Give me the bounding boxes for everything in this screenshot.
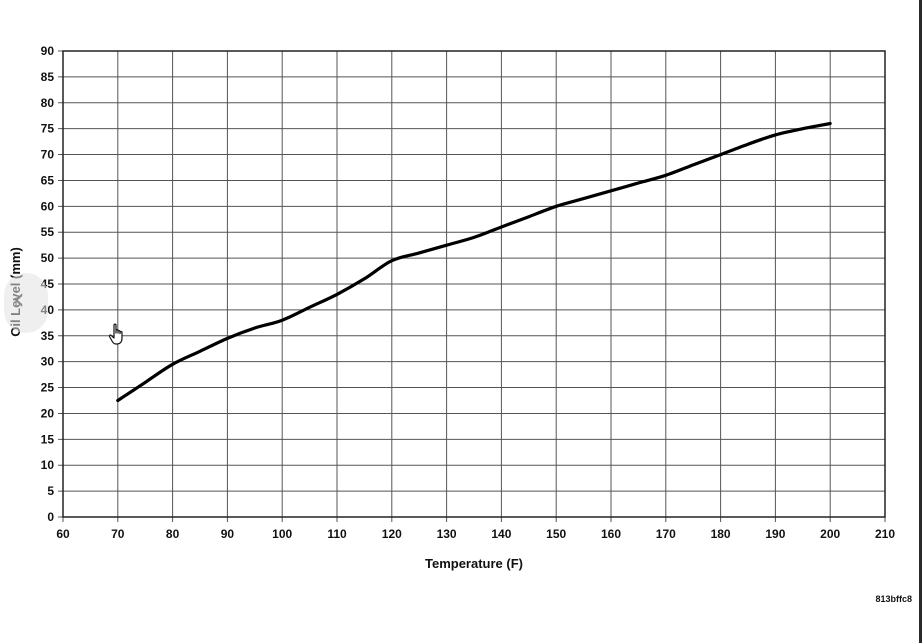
x-tick-label: 80: [166, 527, 180, 541]
y-tick-label: 35: [41, 329, 55, 343]
x-axis-title: Temperature (F): [425, 556, 523, 571]
figure-code: 813bffc8: [875, 594, 912, 604]
x-tick-label: 90: [221, 527, 235, 541]
y-tick-label: 0: [47, 510, 54, 524]
y-tick-label: 55: [41, 225, 55, 239]
x-tick-label: 150: [546, 527, 566, 541]
x-tick-label: 180: [711, 527, 731, 541]
x-tick-label: 140: [491, 527, 511, 541]
x-tick-label: 130: [437, 527, 457, 541]
y-tick-label: 65: [41, 173, 55, 187]
plot-frame: [62, 50, 886, 518]
y-tick-label: 70: [41, 148, 55, 162]
x-tick-label: 120: [382, 527, 402, 541]
hand-pointer-icon: [108, 323, 123, 345]
x-tick-label: 100: [272, 527, 292, 541]
x-tick-labels: 60 70 80 90 100 110 120 130 140 150 160 170 180 190 20…: [56, 527, 895, 541]
x-tick-label: 190: [765, 527, 785, 541]
y-tick-label: 50: [41, 251, 55, 265]
y-tick-label: 30: [41, 355, 55, 369]
y-tick-label: 5: [47, 484, 54, 498]
y-tick-label: 15: [41, 432, 55, 446]
y-tick-label: 75: [41, 122, 55, 136]
y-tick-label: 60: [41, 199, 55, 213]
y-tick-label: 20: [41, 406, 55, 420]
y-tick-label: 90: [41, 44, 55, 58]
x-tick-label: 70: [111, 527, 125, 541]
x-tick-label: 200: [820, 527, 840, 541]
series-line: [116, 121, 832, 403]
y-tick-label: 85: [41, 70, 55, 84]
y-tick-label: 80: [41, 96, 55, 110]
x-tick-label: 60: [56, 527, 70, 541]
y-tick-labels: 051015202530354045505560657075808590: [41, 44, 55, 524]
x-tick-label: 170: [656, 527, 676, 541]
y-tick-label: 10: [41, 458, 55, 472]
chart-grid: [58, 50, 886, 522]
window-edge: [919, 0, 922, 643]
x-tick-label: 210: [875, 527, 895, 541]
previous-page-button[interactable]: ‹: [4, 273, 48, 333]
chevron-left-icon: ‹: [13, 282, 25, 317]
x-tick-label: 160: [601, 527, 621, 541]
x-tick-label: 110: [327, 527, 347, 541]
y-tick-label: 25: [41, 381, 55, 395]
